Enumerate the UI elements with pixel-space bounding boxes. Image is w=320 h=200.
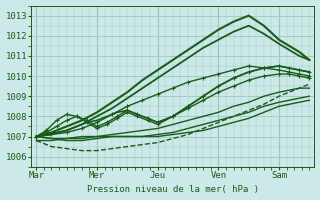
X-axis label: Pression niveau de la mer( hPa ): Pression niveau de la mer( hPa ) xyxy=(87,185,259,194)
